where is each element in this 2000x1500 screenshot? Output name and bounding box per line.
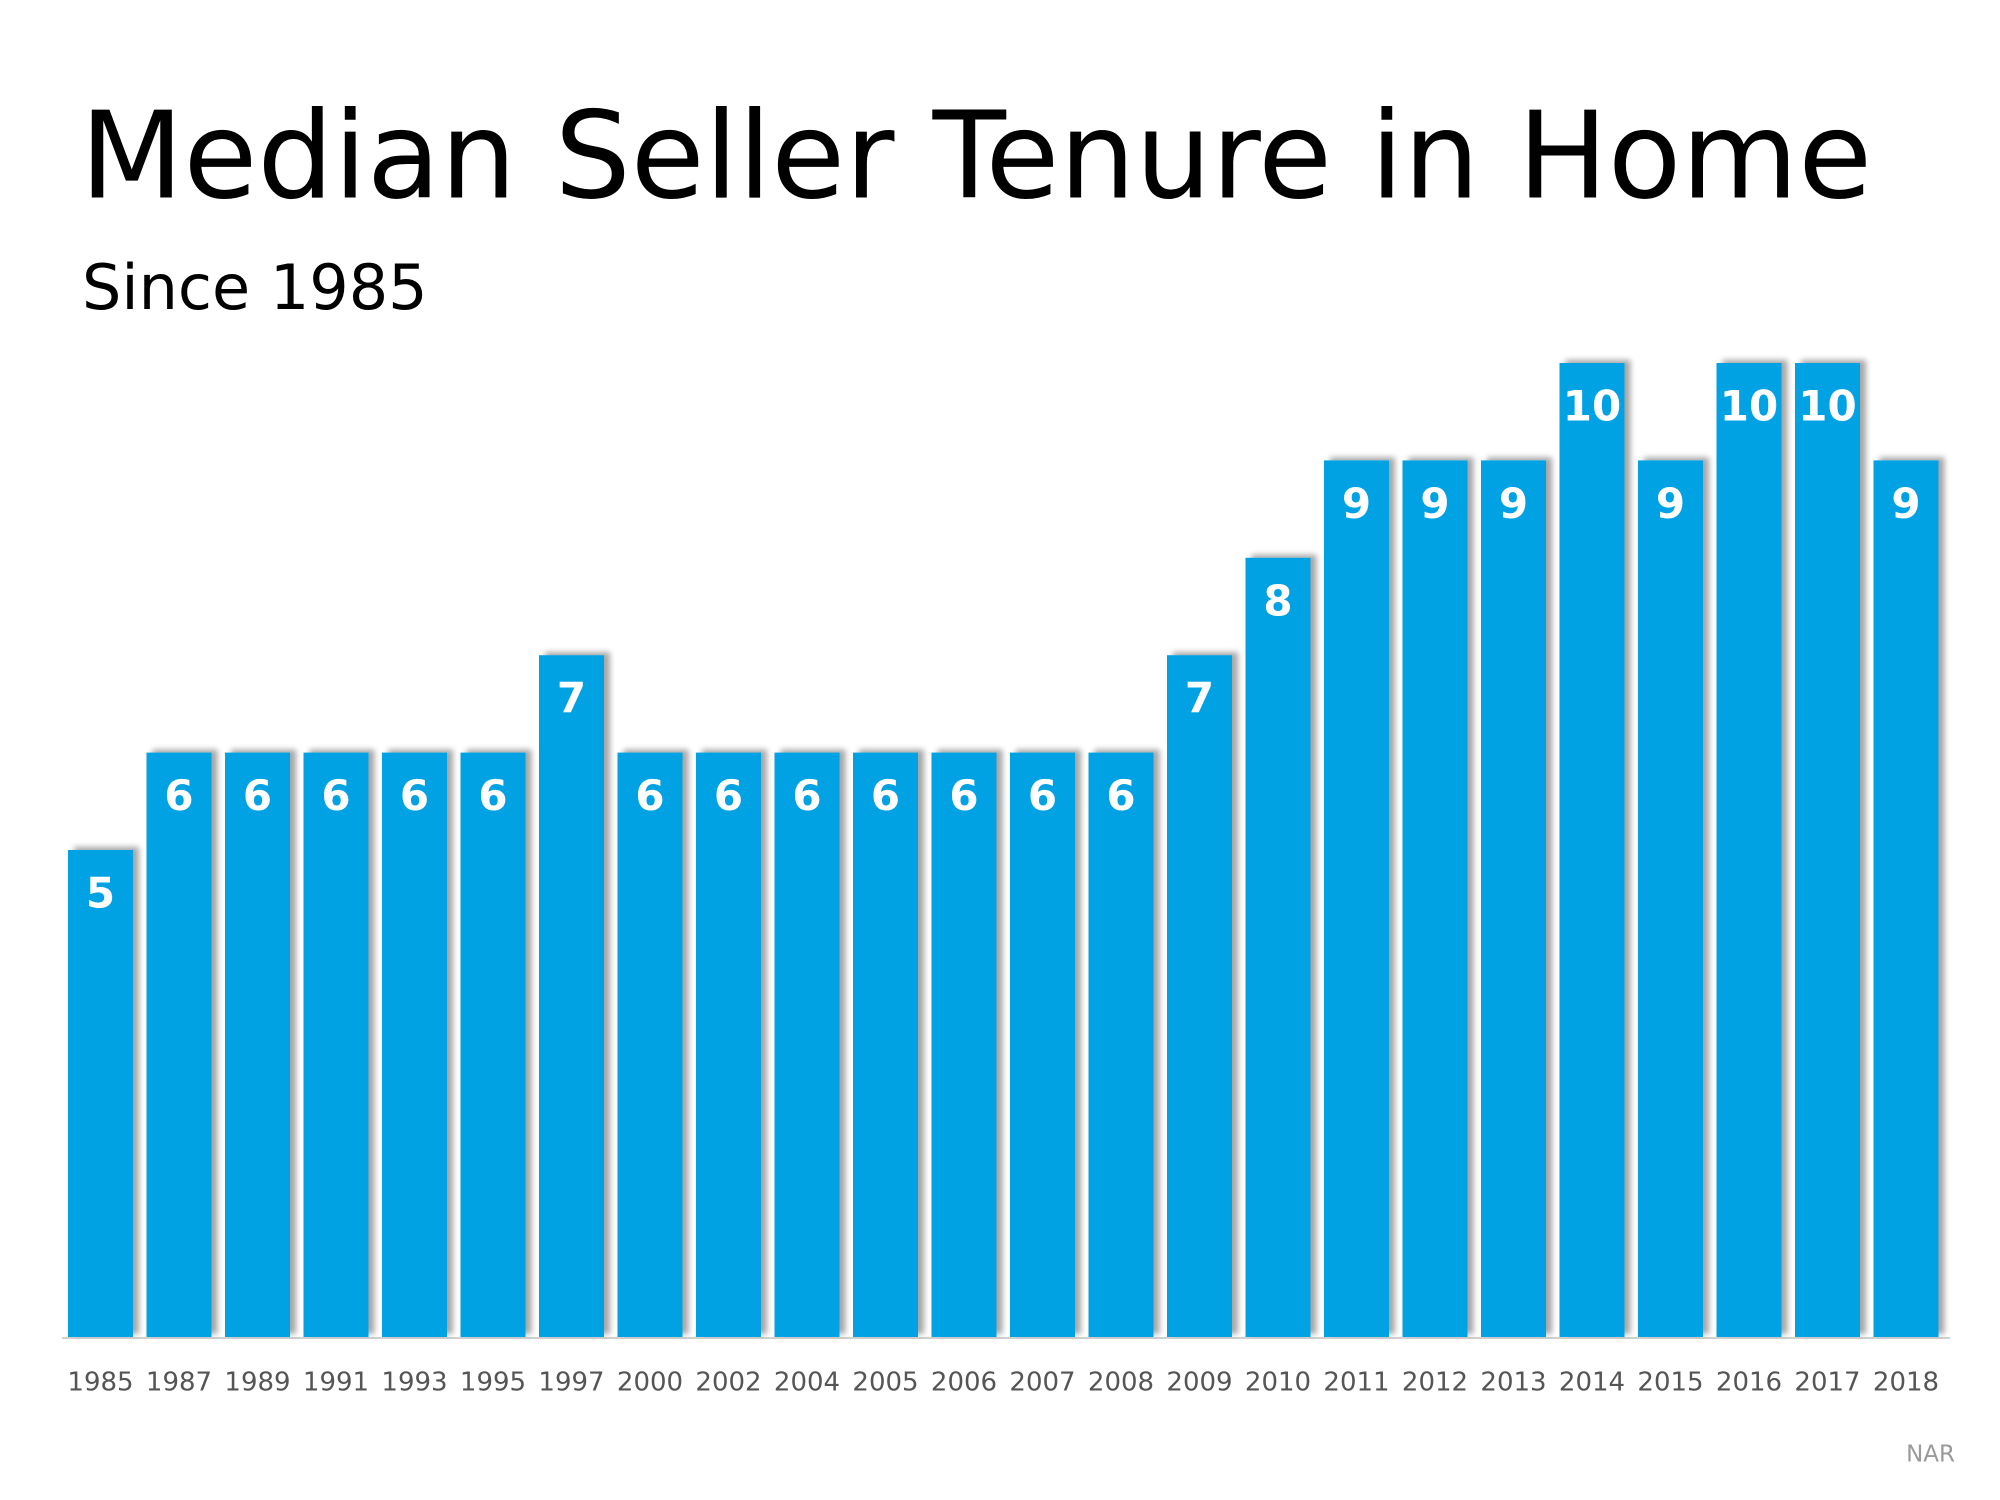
x-tick-label: 1995 [460,1368,526,1398]
value-label: 5 [86,869,115,918]
bar [539,655,604,1337]
chart-title: Median Seller Tenure in Home [80,88,1872,227]
bar [1716,363,1782,1337]
bar [1245,557,1311,1337]
bar [460,752,526,1337]
value-label: 7 [1185,674,1214,723]
value-label: 6 [871,771,900,820]
x-tick-label: 2000 [617,1368,683,1398]
source: NAR [1906,1442,1955,1468]
x-tick-label: 2012 [1402,1368,1468,1398]
x-tick-label: 2010 [1245,1368,1311,1398]
x-tick-label: 2006 [931,1368,997,1398]
x-tick-label: 2015 [1637,1368,1703,1398]
x-tick-label: 1991 [303,1368,369,1398]
bar [382,752,447,1337]
value-label: 6 [321,771,350,820]
x-tick-label: 1987 [146,1368,212,1398]
bar [1481,460,1546,1337]
value-label: 10 [1798,382,1856,431]
bar [1559,363,1625,1337]
value-label: 6 [243,771,272,820]
value-label: 6 [792,771,821,820]
x-tick-label: 1985 [67,1368,133,1398]
x-tick-label: 2018 [1873,1368,1939,1398]
value-label: 6 [949,771,978,820]
value-label: 8 [1263,576,1292,625]
bar [617,752,683,1337]
x-tick-label: 2004 [774,1368,840,1398]
bar [1010,752,1075,1337]
bar [1402,460,1468,1337]
value-label: 10 [1720,382,1778,431]
x-tick-label: 2011 [1323,1368,1389,1398]
value-label: 6 [164,771,193,820]
value-label: 6 [714,771,743,820]
bar [146,752,212,1337]
chart-subtitle: Since 1985 [82,251,428,324]
x-tick-label: 2009 [1166,1368,1232,1398]
value-label: 7 [557,674,586,723]
bar [1795,363,1860,1337]
bar [853,752,918,1337]
bar [931,752,997,1337]
x-tick-label: 2005 [852,1368,918,1398]
value-label: 6 [400,771,429,820]
x-tick-label: 2008 [1088,1368,1154,1398]
x-tick-label: 1997 [538,1368,604,1398]
value-label: 9 [1656,479,1685,528]
value-label: 6 [1106,771,1135,820]
x-tick-label: 2016 [1716,1368,1782,1398]
x-tick-label: 2014 [1559,1368,1625,1398]
x-tick-label: 2017 [1794,1368,1860,1398]
value-label: 9 [1420,479,1449,528]
x-tick-label: 2013 [1480,1368,1546,1398]
bar [1324,460,1389,1337]
bar [1638,460,1703,1337]
bar [1167,655,1232,1337]
value-label: 10 [1563,382,1621,431]
x-tick-label: 1989 [224,1368,290,1398]
value-label: 6 [635,771,664,820]
bar [68,850,133,1337]
bar [225,752,290,1337]
x-tick-label: 1993 [381,1368,447,1398]
bar [303,752,369,1337]
value-label: 6 [1028,771,1057,820]
bar [696,752,761,1337]
value-label: 9 [1891,479,1920,528]
value-label: 9 [1342,479,1371,528]
x-tick-label: 2007 [1009,1368,1075,1398]
value-label: 9 [1499,479,1528,528]
bar [774,752,840,1337]
x-tick-label: 2002 [695,1368,761,1398]
value-label: 6 [478,771,507,820]
bar [1873,460,1939,1337]
bar [1088,752,1154,1337]
